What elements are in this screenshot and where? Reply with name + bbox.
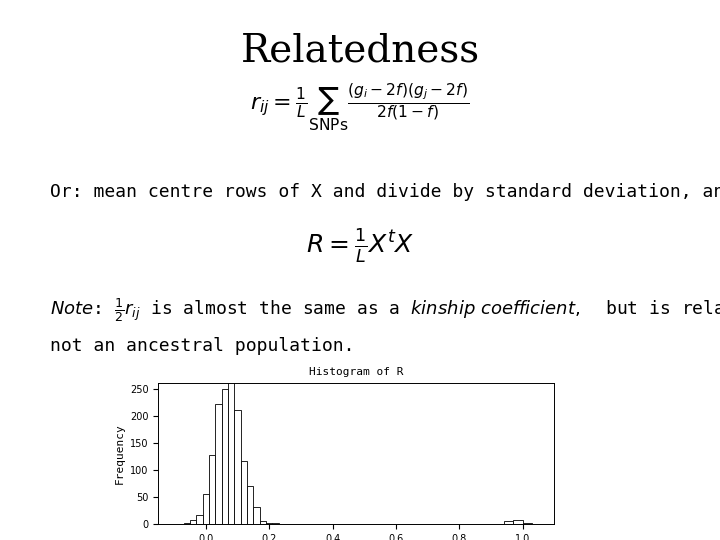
Bar [504,521,513,524]
Text: $r_{ij} = \frac{1}{L} \sum_{\mathrm{SNPs}} \frac{(g_i - 2f)(g_j - 2f)}{2f(1-f)}$: $r_{ij} = \frac{1}{L} \sum_{\mathrm{SNPs… [251,82,469,134]
Bar [272,523,279,524]
Bar [184,523,190,524]
Bar [222,389,228,524]
Text: $\it{Note}$: $\frac{1}{2}r_{ij}$ is almost the same as a $\it{kinship\ coefficie: $\it{Note}$: $\frac{1}{2}r_{ij}$ is almo… [50,296,720,325]
Bar [235,410,240,524]
Y-axis label: Frequency: Frequency [114,423,125,484]
Bar [253,507,260,524]
Bar [197,515,203,524]
Bar [513,520,523,524]
Bar [203,494,209,524]
Text: Or: mean centre rows of X and divide by standard deviation, and compute as befor: Or: mean centre rows of X and divide by … [50,183,720,201]
Bar [240,461,247,524]
Text: $R = \frac{1}{L} X^t X$: $R = \frac{1}{L} X^t X$ [306,227,414,265]
Bar [523,523,532,524]
Bar [247,486,253,524]
Bar [190,520,197,524]
Title: Histogram of R: Histogram of R [309,367,404,377]
Bar [215,404,222,524]
Bar [266,523,272,524]
Bar [209,455,215,524]
Text: not an ancestral population.: not an ancestral population. [50,336,355,355]
Bar [228,369,235,524]
Text: Relatedness: Relatedness [240,32,480,70]
Bar [260,521,266,524]
